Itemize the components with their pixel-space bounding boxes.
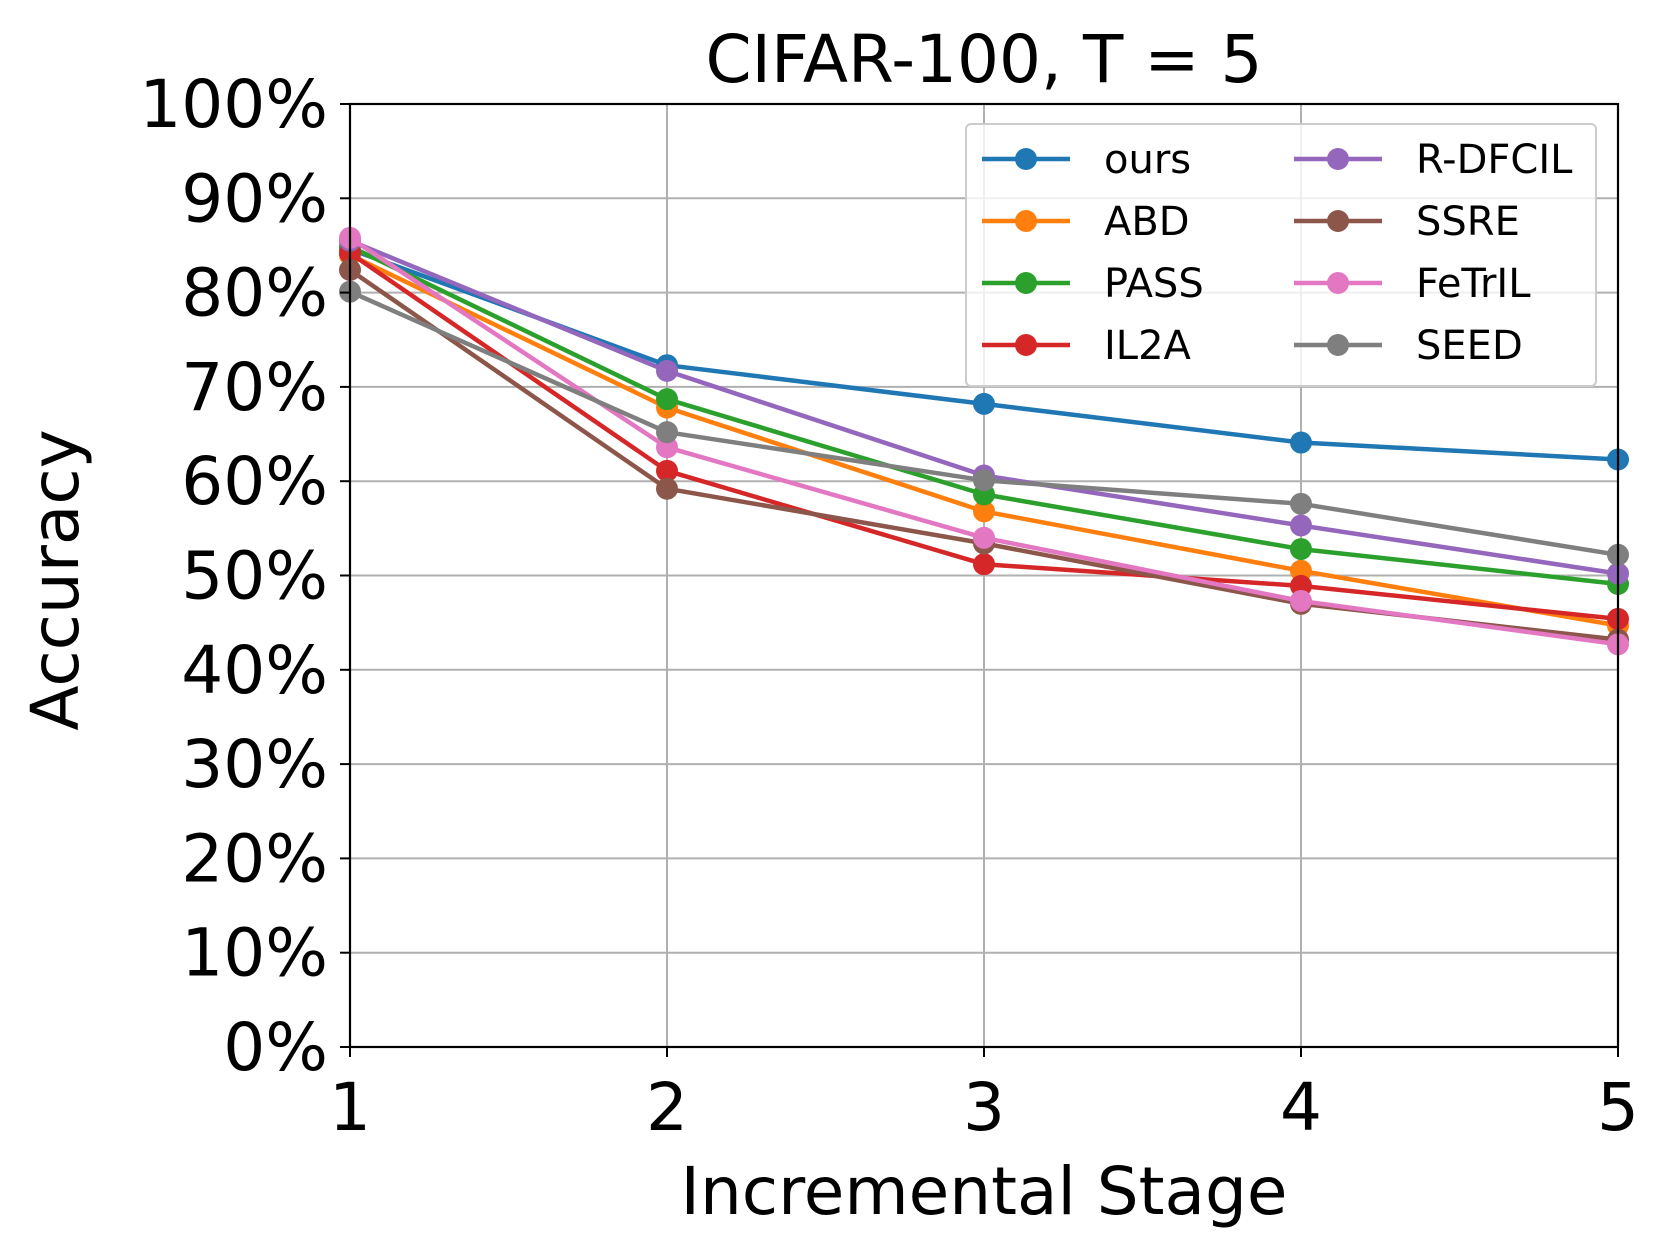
y-tick-label: 50%: [181, 538, 328, 615]
data-point-pass: [656, 388, 678, 411]
data-point-ours: [973, 392, 995, 415]
y-axis-label: Accuracy: [17, 429, 94, 730]
legend-label: IL2A: [1104, 323, 1192, 369]
y-tick-label: 20%: [181, 820, 328, 897]
legend-frame: [965, 123, 1597, 387]
legend-item-abd: ABD: [982, 199, 1190, 245]
y-tick-label: 60%: [181, 443, 328, 520]
x-tick-label: 3: [963, 1069, 1005, 1146]
legend-swatch-marker: [1015, 334, 1037, 356]
data-point-r-dfcil: [1290, 514, 1312, 537]
x-axis-label: Incremental Stage: [681, 1153, 1288, 1230]
legend-label: ABD: [1104, 199, 1190, 245]
data-point-seed: [1290, 492, 1312, 515]
legend: ours ABD PASS IL2A R-DFCIL SSRE FeTrIL SEED: [965, 123, 1597, 387]
legend-item-r-dfcil: R-DFCIL: [1294, 137, 1573, 183]
legend-item-ssre: SSRE: [1294, 199, 1520, 245]
y-tick-label: 0%: [223, 1009, 328, 1086]
legend-label: R-DFCIL: [1416, 137, 1573, 183]
legend-item-ours: ours: [982, 137, 1191, 183]
data-point-pass: [1290, 538, 1312, 561]
legend-label: PASS: [1104, 261, 1204, 307]
x-tick-label: 2: [646, 1069, 688, 1146]
data-point-il2a: [656, 459, 678, 482]
legend-item-il2a: IL2A: [982, 323, 1192, 369]
axis-layer: 0% 10% 20% 30% 40% 50% 60% 70% 80% 90% 100% 1 2 3 4 5: [139, 66, 1639, 1146]
y-tick-label: 40%: [181, 632, 328, 709]
y-tick-label: 80%: [181, 255, 328, 332]
x-tick-label: 5: [1597, 1069, 1639, 1146]
data-point-seed: [656, 421, 678, 444]
data-point-il2a: [1290, 574, 1312, 597]
legend-item-pass: PASS: [982, 261, 1204, 307]
data-point-il2a: [973, 553, 995, 576]
legend-swatch-marker: [1327, 148, 1349, 170]
data-point-fetril: [656, 436, 678, 459]
data-point-fetril: [1290, 589, 1312, 612]
data-point-seed: [973, 469, 995, 492]
legend-swatch-marker: [1015, 148, 1037, 170]
series-seed: [339, 280, 1629, 566]
legend-swatch-marker: [1015, 272, 1037, 294]
y-tick-label: 100%: [139, 66, 328, 143]
legend-swatch-marker: [1327, 210, 1349, 232]
legend-item-seed: SEED: [1294, 323, 1523, 369]
data-point-abd: [1290, 559, 1312, 582]
legend-label: FeTrIL: [1416, 261, 1531, 307]
legend-label: SSRE: [1416, 199, 1520, 245]
y-tick-label: 90%: [181, 160, 328, 237]
legend-swatch-marker: [1327, 334, 1349, 356]
series-layer: [339, 226, 1629, 656]
data-point-r-dfcil: [656, 359, 678, 382]
data-point-ours: [1290, 431, 1312, 454]
legend-label: SEED: [1416, 323, 1523, 369]
y-tick-label: 30%: [181, 726, 328, 803]
y-tick-label: 70%: [181, 349, 328, 426]
legend-swatch-marker: [1327, 272, 1349, 294]
legend-swatch-marker: [1015, 210, 1037, 232]
legend-item-fetril: FeTrIL: [1294, 261, 1531, 307]
legend-label: ours: [1104, 137, 1191, 183]
x-tick-label: 1: [329, 1069, 371, 1146]
data-point-ssre: [656, 477, 678, 500]
data-point-abd: [973, 500, 995, 523]
chart-title: CIFAR-100, T = 5: [705, 21, 1262, 98]
y-tick-label: 10%: [181, 915, 328, 992]
data-point-fetril: [973, 526, 995, 549]
x-tick-label: 4: [1280, 1069, 1322, 1146]
